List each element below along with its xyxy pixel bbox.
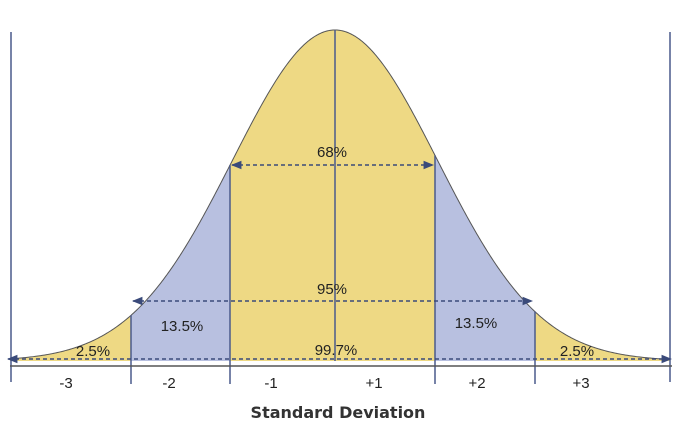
- tick-minus3: -3: [59, 375, 72, 392]
- middle-band-left-region: [131, 165, 230, 361]
- tick-plus3: +3: [572, 375, 589, 392]
- label-68: 68%: [317, 144, 347, 161]
- label-135-left: 13.5%: [161, 318, 204, 335]
- middle-band-right-region: [435, 155, 535, 361]
- inner-band-region: [230, 30, 435, 361]
- label-25-left: 2.5%: [76, 343, 110, 360]
- tick-plus1: +1: [365, 375, 382, 392]
- outer-tail-right-region: [535, 311, 670, 361]
- tick-plus2: +2: [468, 375, 485, 392]
- label-135-right: 13.5%: [455, 315, 498, 332]
- label-997: 99.7%: [315, 342, 358, 359]
- bell-curve: [9, 29, 671, 360]
- label-95: 95%: [317, 281, 347, 298]
- label-25-right: 2.5%: [560, 343, 594, 360]
- tick-minus2: -2: [162, 375, 175, 392]
- axis-title: Standard Deviation: [251, 403, 426, 422]
- outer-tail-left-region: [10, 315, 131, 361]
- tick-minus1: -1: [264, 375, 277, 392]
